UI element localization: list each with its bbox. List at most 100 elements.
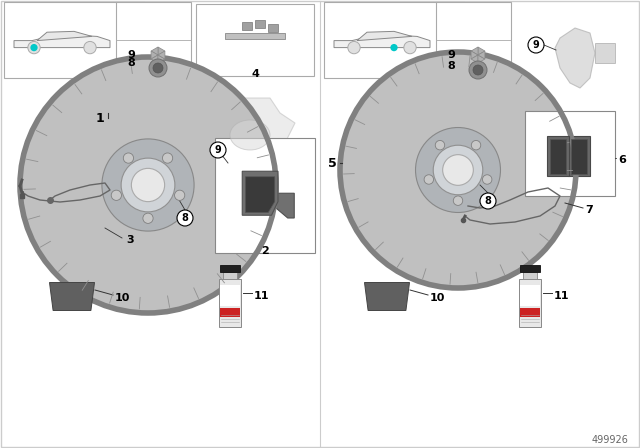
Circle shape xyxy=(471,141,481,150)
Circle shape xyxy=(483,175,492,184)
Polygon shape xyxy=(151,47,158,55)
Text: 11: 11 xyxy=(554,291,570,301)
Text: 499926: 499926 xyxy=(591,435,628,445)
Bar xyxy=(225,33,285,39)
Bar xyxy=(242,22,252,30)
Circle shape xyxy=(473,65,483,75)
Polygon shape xyxy=(595,43,615,63)
Text: 1: 1 xyxy=(95,112,104,125)
Text: 5: 5 xyxy=(328,156,337,169)
Circle shape xyxy=(111,190,122,200)
Polygon shape xyxy=(158,55,165,63)
Bar xyxy=(215,138,315,253)
Ellipse shape xyxy=(433,145,483,195)
Polygon shape xyxy=(471,51,478,59)
Circle shape xyxy=(124,153,134,163)
Polygon shape xyxy=(478,55,485,63)
Polygon shape xyxy=(243,171,278,215)
Polygon shape xyxy=(151,51,158,59)
Text: 2: 2 xyxy=(261,246,269,256)
Bar xyxy=(525,111,615,196)
Bar xyxy=(116,2,191,78)
Circle shape xyxy=(404,42,416,54)
Polygon shape xyxy=(547,136,569,176)
Ellipse shape xyxy=(415,128,500,212)
Text: 4: 4 xyxy=(251,69,259,79)
Text: 8: 8 xyxy=(127,58,135,68)
Text: 9: 9 xyxy=(532,40,540,50)
Polygon shape xyxy=(37,31,92,41)
Text: 7: 7 xyxy=(585,205,593,215)
Polygon shape xyxy=(568,136,590,176)
Text: 9: 9 xyxy=(127,50,135,60)
Text: 10: 10 xyxy=(430,293,445,303)
Circle shape xyxy=(30,44,38,51)
Circle shape xyxy=(131,168,164,202)
Circle shape xyxy=(424,175,433,184)
Circle shape xyxy=(443,155,474,185)
Bar xyxy=(519,279,541,327)
Polygon shape xyxy=(205,98,295,173)
Bar xyxy=(524,272,536,279)
Circle shape xyxy=(348,42,360,54)
Bar xyxy=(196,4,314,76)
Polygon shape xyxy=(14,35,110,47)
Polygon shape xyxy=(572,138,587,173)
Circle shape xyxy=(163,153,173,163)
Bar xyxy=(520,308,540,317)
Bar xyxy=(520,265,540,272)
Circle shape xyxy=(84,42,96,54)
Polygon shape xyxy=(555,28,595,88)
Bar xyxy=(220,308,240,317)
Bar xyxy=(324,2,464,78)
Bar xyxy=(219,279,241,327)
Circle shape xyxy=(175,190,185,200)
Circle shape xyxy=(469,61,487,79)
Circle shape xyxy=(453,196,463,205)
Text: 8: 8 xyxy=(484,196,492,206)
Polygon shape xyxy=(151,55,158,63)
Text: 9: 9 xyxy=(447,50,455,60)
Polygon shape xyxy=(246,177,275,212)
Polygon shape xyxy=(49,283,95,310)
Text: 6: 6 xyxy=(618,155,626,165)
Ellipse shape xyxy=(340,52,576,288)
Ellipse shape xyxy=(230,120,270,150)
Circle shape xyxy=(149,59,167,77)
Polygon shape xyxy=(478,51,485,59)
Ellipse shape xyxy=(121,158,175,212)
Polygon shape xyxy=(357,31,412,41)
Polygon shape xyxy=(471,47,478,55)
Bar xyxy=(268,24,278,32)
Circle shape xyxy=(143,213,153,224)
Circle shape xyxy=(390,44,397,51)
Text: 11: 11 xyxy=(254,291,269,301)
Text: 8: 8 xyxy=(182,213,188,223)
Polygon shape xyxy=(268,193,294,218)
Ellipse shape xyxy=(20,57,276,313)
Ellipse shape xyxy=(102,139,194,231)
Polygon shape xyxy=(550,138,566,173)
Bar xyxy=(223,272,237,279)
Circle shape xyxy=(177,210,193,226)
Bar xyxy=(220,265,240,272)
Bar xyxy=(255,20,265,28)
Circle shape xyxy=(210,142,226,158)
Text: 10: 10 xyxy=(115,293,131,303)
Bar xyxy=(436,2,511,78)
Bar xyxy=(4,2,144,78)
Circle shape xyxy=(528,37,544,53)
Text: 3: 3 xyxy=(126,235,134,245)
Bar xyxy=(520,285,540,306)
Polygon shape xyxy=(158,47,165,55)
Circle shape xyxy=(153,63,163,73)
Bar xyxy=(220,285,240,306)
Polygon shape xyxy=(471,55,478,63)
Circle shape xyxy=(480,193,496,209)
Polygon shape xyxy=(334,35,430,47)
Circle shape xyxy=(28,42,40,54)
Polygon shape xyxy=(158,51,165,59)
Polygon shape xyxy=(478,47,485,55)
Text: 8: 8 xyxy=(447,61,455,71)
Polygon shape xyxy=(365,283,410,310)
